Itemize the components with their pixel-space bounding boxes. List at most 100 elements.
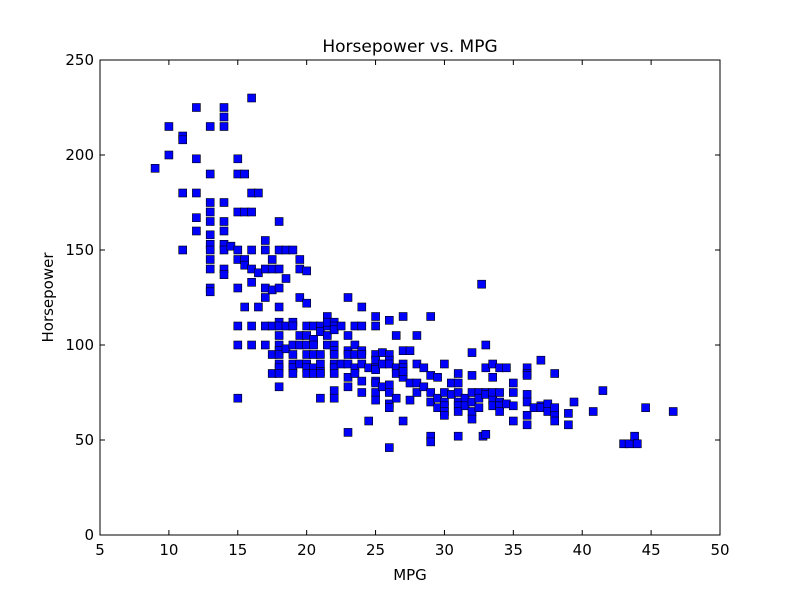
data-point <box>371 395 380 405</box>
data-point <box>322 331 332 340</box>
data-point <box>192 103 201 112</box>
data-point <box>247 340 256 350</box>
data-point <box>260 293 270 302</box>
data-point <box>564 420 573 430</box>
data-point <box>391 393 401 403</box>
data-point <box>233 283 243 293</box>
data-point <box>550 416 560 426</box>
data-point <box>192 154 201 164</box>
data-point <box>343 293 353 302</box>
data-point <box>522 410 532 420</box>
data-point <box>371 312 380 321</box>
data-point <box>398 367 408 376</box>
data-point <box>624 439 634 449</box>
data-point <box>219 198 229 207</box>
data-point <box>316 369 325 378</box>
y-tick-label: 250 <box>65 51 94 69</box>
data-point <box>357 302 367 312</box>
data-point <box>477 279 486 289</box>
data-point <box>205 230 215 240</box>
data-point <box>254 302 263 312</box>
data-point <box>453 378 463 388</box>
y-tick-label: 200 <box>65 146 94 164</box>
chart-title: Horsepower vs. MPG <box>322 37 497 57</box>
data-point <box>302 266 312 276</box>
data-point <box>453 369 463 378</box>
data-point <box>481 340 491 350</box>
data-point <box>412 388 422 397</box>
y-tick-label: 0 <box>84 526 94 544</box>
data-point <box>219 270 229 280</box>
data-point <box>288 245 298 255</box>
data-point <box>302 298 312 308</box>
data-point <box>384 443 394 452</box>
data-point <box>274 331 284 340</box>
data-point <box>508 378 518 388</box>
data-point <box>384 388 394 397</box>
data-point <box>260 340 270 350</box>
data-point <box>274 302 284 312</box>
data-point <box>274 264 284 274</box>
data-point <box>205 287 215 297</box>
data-point <box>391 331 401 340</box>
y-tick-label: 150 <box>65 241 94 259</box>
data-point <box>357 376 367 386</box>
y-tick-label: 100 <box>65 336 94 354</box>
data-point <box>205 169 215 179</box>
data-point <box>329 369 339 378</box>
data-point <box>550 369 560 378</box>
x-tick-label: 35 <box>504 541 523 559</box>
data-point <box>254 188 263 198</box>
data-point <box>488 372 498 382</box>
data-point <box>260 236 270 245</box>
data-point <box>384 315 394 325</box>
x-tick-label: 20 <box>297 541 316 559</box>
data-point <box>467 414 477 424</box>
data-point <box>288 369 298 378</box>
data-point <box>178 135 187 145</box>
data-point <box>192 213 201 222</box>
data-point <box>453 407 463 416</box>
data-point <box>508 416 518 426</box>
data-point <box>233 393 243 403</box>
data-point <box>247 245 256 255</box>
data-point <box>495 388 504 397</box>
plot-frame <box>99 59 721 536</box>
data-point <box>240 302 249 312</box>
data-point <box>316 393 325 403</box>
data-point <box>267 255 277 264</box>
x-axis-label: MPG <box>393 566 427 584</box>
data-point <box>495 407 504 416</box>
data-point <box>502 363 511 373</box>
data-point <box>233 340 243 350</box>
data-point <box>205 245 215 255</box>
data-point <box>426 312 436 321</box>
x-tick-label: 10 <box>159 541 178 559</box>
data-point <box>329 393 339 403</box>
data-point <box>247 321 256 331</box>
data-point <box>508 388 518 397</box>
data-point <box>550 403 560 413</box>
data-point <box>405 346 415 356</box>
data-point <box>316 359 325 369</box>
x-tick-label: 25 <box>366 541 385 559</box>
data-point <box>630 431 639 441</box>
data-point <box>522 420 532 430</box>
data-point <box>274 350 284 359</box>
data-point <box>412 331 422 340</box>
x-tick-label: 40 <box>573 541 592 559</box>
data-point <box>219 122 229 131</box>
data-point <box>433 372 442 382</box>
x-tick-label: 30 <box>435 541 454 559</box>
data-point <box>522 397 532 407</box>
data-point <box>536 355 546 365</box>
data-point <box>405 395 415 405</box>
data-point <box>453 431 463 441</box>
data-point <box>192 188 201 198</box>
data-point <box>164 122 174 131</box>
data-point <box>205 217 215 226</box>
data-point <box>205 122 215 131</box>
x-tick-label: 45 <box>642 541 661 559</box>
data-point <box>329 386 339 395</box>
